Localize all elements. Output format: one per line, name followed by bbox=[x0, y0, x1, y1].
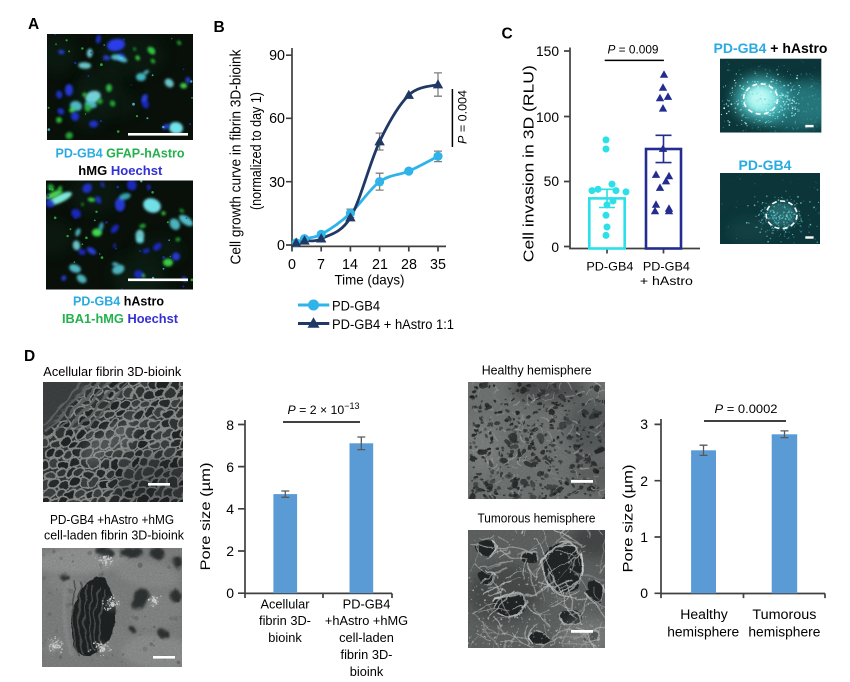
svg-text:PD-GB4: PD-GB4 bbox=[739, 157, 792, 173]
svg-text:C: C bbox=[502, 26, 513, 43]
svg-text:30: 30 bbox=[269, 175, 285, 191]
svg-text:2: 2 bbox=[640, 473, 648, 489]
svg-text:7: 7 bbox=[317, 257, 325, 273]
svg-text:Healthy: Healthy bbox=[680, 607, 728, 623]
svg-text:D: D bbox=[24, 348, 35, 365]
svg-text:P = 0.0002: P = 0.0002 bbox=[715, 402, 778, 416]
svg-text:bioink: bioink bbox=[350, 664, 384, 679]
svg-text:P = 0.004: P = 0.004 bbox=[456, 90, 470, 144]
svg-text:50: 50 bbox=[544, 174, 560, 189]
svg-text:fibrin 3D-: fibrin 3D- bbox=[259, 613, 311, 628]
svg-text:A: A bbox=[28, 16, 39, 33]
svg-text:28: 28 bbox=[401, 257, 417, 273]
svg-text:21: 21 bbox=[372, 257, 388, 273]
svg-text:bioink: bioink bbox=[268, 630, 302, 645]
svg-text:PD-GB4: PD-GB4 bbox=[643, 259, 690, 273]
svg-text:P = 0.009: P = 0.009 bbox=[608, 42, 659, 56]
svg-text:Cell invasion in 3D (RLU): Cell invasion in 3D (RLU) bbox=[521, 65, 538, 262]
svg-text:Time (days): Time (days) bbox=[335, 273, 405, 288]
svg-text:4: 4 bbox=[226, 501, 234, 517]
svg-text:0: 0 bbox=[640, 585, 648, 601]
svg-text:hemisphere: hemisphere bbox=[667, 624, 739, 640]
svg-text:0: 0 bbox=[551, 240, 559, 255]
svg-text:2: 2 bbox=[226, 543, 234, 559]
svg-text:6: 6 bbox=[226, 459, 234, 475]
svg-text:60: 60 bbox=[269, 111, 285, 127]
svg-text:PD-GB4: PD-GB4 bbox=[332, 298, 381, 313]
svg-text:+hAstro +hMG: +hAstro +hMG bbox=[325, 613, 408, 628]
svg-text:1: 1 bbox=[640, 529, 648, 545]
svg-text:PD-GB4 hAstro: PD-GB4 hAstro bbox=[73, 294, 164, 309]
svg-text:P = 2 × 10−13: P = 2 × 10−13 bbox=[287, 401, 359, 417]
svg-text:cell-laden fibrin 3D-bioink: cell-laden fibrin 3D-bioink bbox=[44, 528, 185, 543]
svg-text:Healthy hemisphere: Healthy hemisphere bbox=[482, 363, 592, 378]
svg-text:Cell growth curve in fibrin 3D: Cell growth curve in fibrin 3D-bioink bbox=[228, 49, 245, 264]
svg-text:100: 100 bbox=[536, 110, 559, 125]
svg-text:8: 8 bbox=[226, 417, 234, 433]
svg-text:Acellular fibrin 3D-bioink: Acellular fibrin 3D-bioink bbox=[43, 364, 182, 379]
svg-text:Tumorous: Tumorous bbox=[752, 607, 816, 623]
svg-text:hMG Hoechst: hMG Hoechst bbox=[78, 163, 163, 178]
svg-text:90: 90 bbox=[269, 48, 285, 64]
svg-text:PD-GB4: PD-GB4 bbox=[343, 596, 391, 611]
svg-text:+ hAstro: + hAstro bbox=[640, 274, 693, 288]
svg-text:PD-GB4: PD-GB4 bbox=[586, 259, 633, 273]
svg-text:3: 3 bbox=[640, 416, 648, 432]
svg-text:PD-GB4 + hAstro: PD-GB4 + hAstro bbox=[714, 40, 828, 56]
svg-text:14: 14 bbox=[342, 257, 358, 273]
svg-text:35: 35 bbox=[430, 257, 446, 273]
svg-text:PD-GB4 +hAstro +hMG: PD-GB4 +hAstro +hMG bbox=[50, 512, 174, 527]
svg-text:(normalized to day 1): (normalized to day 1) bbox=[248, 92, 265, 210]
svg-text:Pore size (µm): Pore size (µm) bbox=[621, 465, 636, 573]
svg-text:cell-laden: cell-laden bbox=[339, 630, 394, 645]
svg-text:IBA1-hMG Hoechst: IBA1-hMG Hoechst bbox=[62, 311, 179, 326]
svg-text:Tumorous hemisphere: Tumorous hemisphere bbox=[478, 511, 596, 526]
svg-text:0: 0 bbox=[288, 257, 296, 273]
svg-text:0: 0 bbox=[226, 585, 234, 601]
svg-text:Acellular: Acellular bbox=[260, 596, 310, 611]
svg-text:B: B bbox=[214, 19, 225, 36]
svg-text:PD-GB4 GFAP-hAstro: PD-GB4 GFAP-hAstro bbox=[56, 146, 185, 161]
svg-text:0: 0 bbox=[277, 238, 285, 254]
svg-text:150: 150 bbox=[536, 44, 559, 59]
svg-text:hemisphere: hemisphere bbox=[748, 624, 820, 640]
svg-text:PD-GB4 + hAstro 1:1: PD-GB4 + hAstro 1:1 bbox=[332, 317, 454, 332]
svg-text:fibrin 3D-: fibrin 3D- bbox=[341, 647, 393, 662]
svg-text:Pore size (µm): Pore size (µm) bbox=[198, 463, 213, 571]
